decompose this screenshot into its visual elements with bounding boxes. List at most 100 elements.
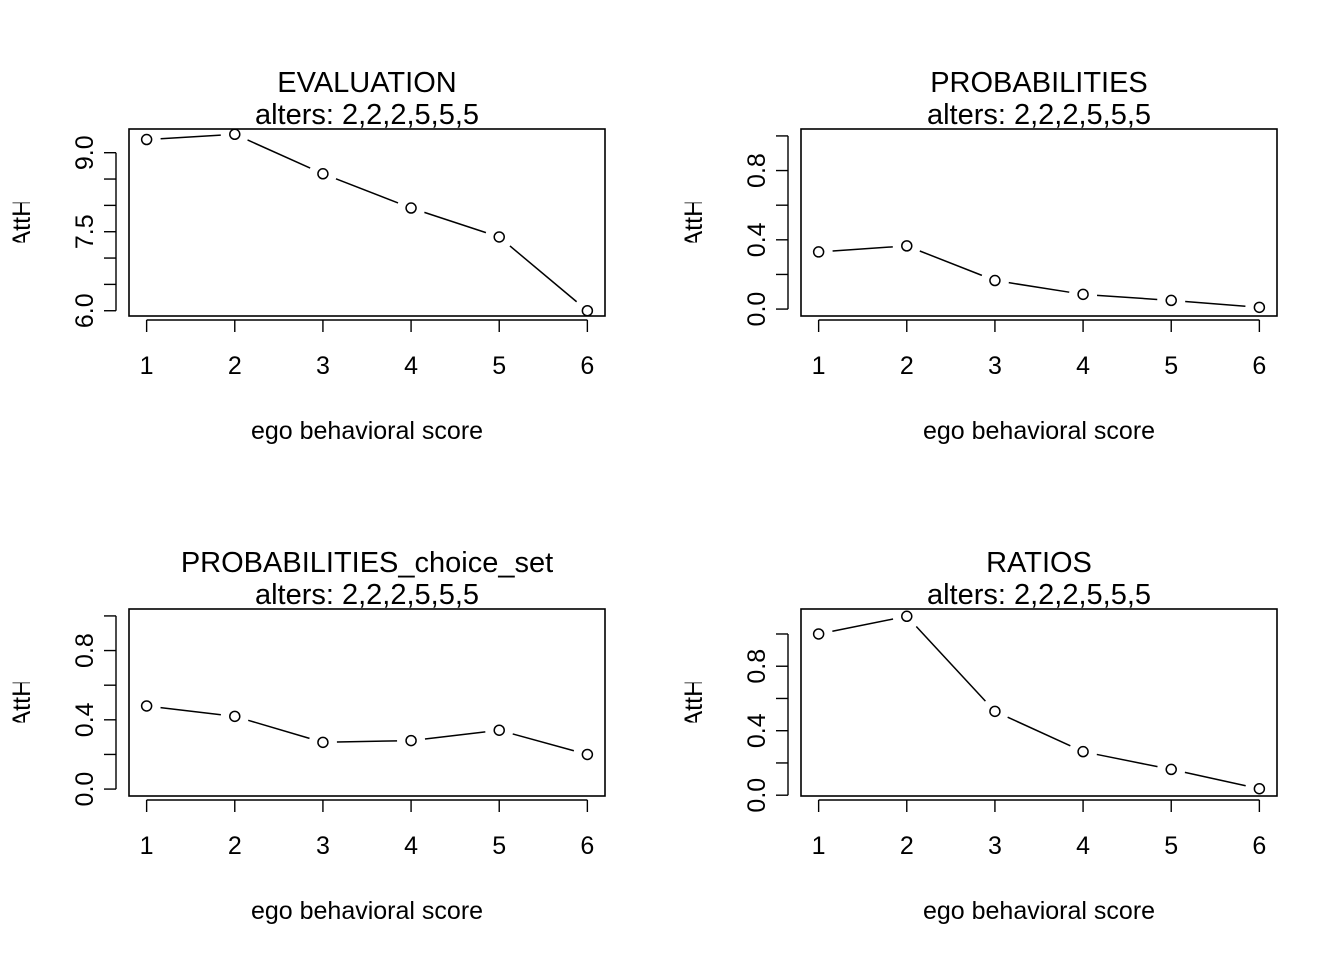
x-tick-label: 1 <box>140 352 154 380</box>
y-tick-label: 7.5 <box>71 214 99 249</box>
x-tick-label: 2 <box>228 352 242 380</box>
data-point <box>405 202 417 214</box>
x-tick-label: 1 <box>812 352 826 380</box>
data-point <box>1077 288 1089 301</box>
x-tick-label: 3 <box>988 352 1002 380</box>
data-point <box>140 133 153 146</box>
x-tick-label: 5 <box>492 352 506 380</box>
data-point <box>140 700 153 712</box>
data-point <box>493 724 505 736</box>
x-tick-label: 4 <box>404 352 418 380</box>
series-line-segment <box>832 246 893 252</box>
x-axis-label: ego behavioral score <box>923 897 1155 925</box>
series-line-segment <box>160 706 221 716</box>
x-tick-label: 1 <box>812 832 826 860</box>
series-line-segment <box>335 178 399 204</box>
x-axis-label: ego behavioral score <box>923 417 1155 445</box>
plot-frame <box>128 128 606 317</box>
data-point <box>229 710 241 723</box>
y-tick-label: 6.0 <box>71 293 99 328</box>
x-tick-label: 6 <box>580 832 594 860</box>
data-point <box>901 610 913 623</box>
series-line-segment <box>509 245 578 303</box>
chart-subtitle: alters: 2,2,2,5,5,5 <box>255 579 479 611</box>
x-tick-label: 6 <box>1252 832 1266 860</box>
x-tick-label: 4 <box>1076 832 1090 860</box>
x-tick-label: 5 <box>1164 832 1178 860</box>
plot-frame <box>128 608 606 797</box>
y-tick-label: 9.0 <box>71 135 99 170</box>
x-tick-label: 5 <box>1164 352 1178 380</box>
data-point <box>989 274 1001 287</box>
x-tick-label: 5 <box>492 832 506 860</box>
x-tick-label: 3 <box>988 832 1002 860</box>
chart-title: EVALUATION <box>277 67 456 99</box>
data-point <box>1253 301 1266 314</box>
data-point <box>229 128 241 141</box>
series-line-segment <box>424 211 487 234</box>
y-tick-label: 0.8 <box>71 633 99 668</box>
data-point <box>901 240 913 252</box>
y-tick-label: 0.0 <box>743 778 771 813</box>
data-point <box>812 628 825 640</box>
chart-subtitle: alters: 2,2,2,5,5,5 <box>255 99 479 131</box>
series-line-segment <box>1184 771 1246 787</box>
series-line-segment <box>1185 300 1246 307</box>
data-point <box>812 246 825 258</box>
x-tick-label: 4 <box>1076 352 1090 380</box>
data-point <box>405 734 417 747</box>
y-axis-label: flinear, fquad, favAttHigher, favAttLowe <box>680 7 708 438</box>
series-line-segment <box>832 618 894 632</box>
data-point <box>493 231 505 243</box>
x-tick-label: 2 <box>900 352 914 380</box>
series-line-segment <box>919 250 983 277</box>
data-point <box>1165 763 1177 776</box>
x-axis-label: ego behavioral score <box>251 897 483 925</box>
plot-frame <box>800 608 1278 797</box>
chart-subtitle: alters: 2,2,2,5,5,5 <box>927 99 1151 131</box>
series-line-segment <box>512 733 575 752</box>
y-tick-label: 0.4 <box>743 713 771 748</box>
x-tick-label: 4 <box>404 832 418 860</box>
y-axis-label: flinear, fquad, favAttHigher, favAttLowe <box>8 7 36 438</box>
y-tick-label: 0.4 <box>71 702 99 737</box>
x-tick-label: 2 <box>900 832 914 860</box>
data-point <box>581 748 594 761</box>
y-tick-label: 0.0 <box>743 292 771 327</box>
x-tick-label: 6 <box>580 352 594 380</box>
series-line-segment <box>915 626 986 702</box>
data-point <box>989 705 1001 718</box>
data-point <box>317 736 329 749</box>
y-tick-label: 0.0 <box>71 772 99 807</box>
x-tick-label: 3 <box>316 352 330 380</box>
data-point <box>317 168 329 180</box>
series-line-segment <box>1007 716 1071 747</box>
series-line-segment <box>336 740 398 743</box>
y-axis-label: flinear, fquad, favAttHigher, favAttLowe <box>8 487 36 918</box>
data-point <box>1165 294 1177 307</box>
series-line-segment <box>247 139 311 169</box>
chart-title: PROBABILITIES_choice_set <box>181 547 553 579</box>
series-line-segment <box>247 719 310 740</box>
series-line-segment <box>160 134 221 140</box>
data-point <box>1253 782 1266 795</box>
series-line-segment <box>1008 281 1070 293</box>
chart-title: PROBABILITIES <box>930 67 1148 99</box>
x-tick-label: 3 <box>316 832 330 860</box>
data-point <box>1077 745 1089 758</box>
x-tick-label: 2 <box>228 832 242 860</box>
chart-subtitle: alters: 2,2,2,5,5,5 <box>927 579 1151 611</box>
series-line-segment <box>1096 753 1158 768</box>
plot-frame <box>800 128 1278 317</box>
x-tick-label: 6 <box>1252 352 1266 380</box>
chart-title: RATIOS <box>986 547 1092 579</box>
x-tick-label: 1 <box>140 832 154 860</box>
y-tick-label: 0.8 <box>743 649 771 684</box>
x-axis-label: ego behavioral score <box>251 417 483 445</box>
y-axis-label: flinear, fquad, favAttHigher, favAttLowe <box>680 487 708 918</box>
